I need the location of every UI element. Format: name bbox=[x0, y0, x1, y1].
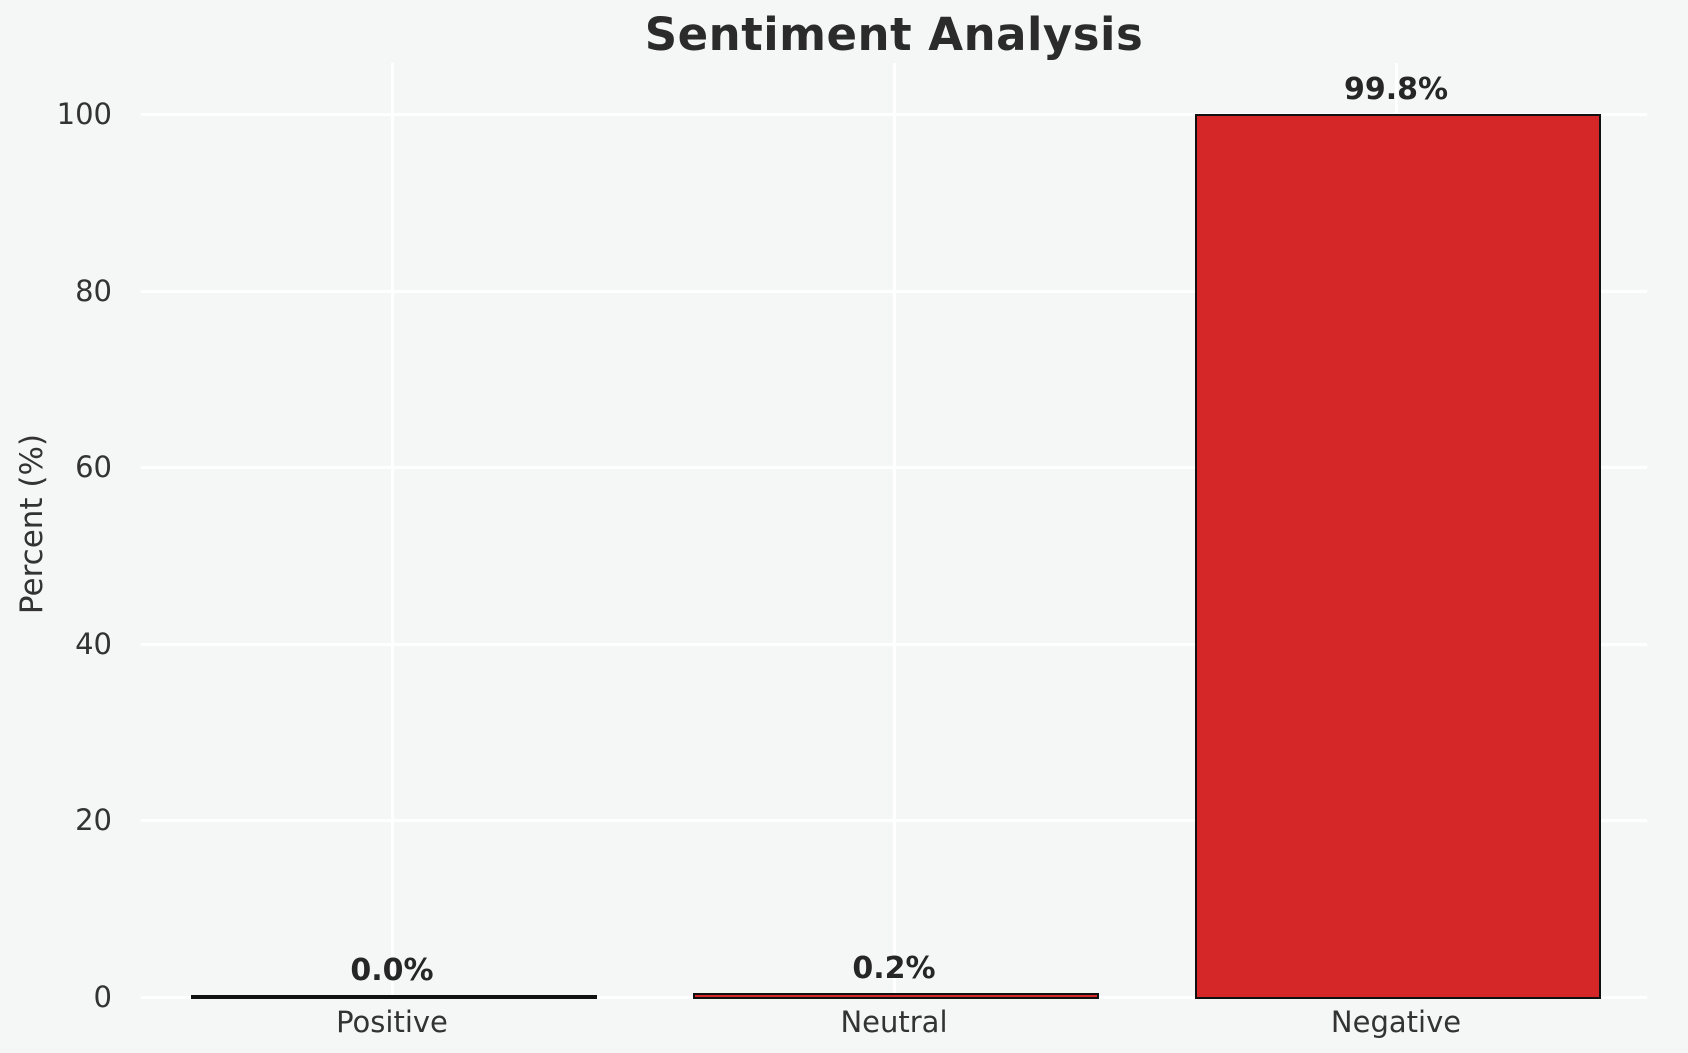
x-tick-label-positive: Positive bbox=[336, 1005, 448, 1039]
y-tick-label: 60 bbox=[75, 450, 112, 484]
bar-negative bbox=[1195, 114, 1601, 999]
y-tick-label: 0 bbox=[93, 980, 112, 1014]
chart-title: Sentiment Analysis bbox=[644, 8, 1144, 61]
bar-value-label: 0.0% bbox=[350, 953, 434, 988]
y-tick-label: 80 bbox=[75, 274, 112, 308]
y-tick-label: 20 bbox=[75, 803, 112, 837]
gridline-vertical bbox=[391, 63, 394, 997]
x-tick-label-negative: Negative bbox=[1330, 1005, 1462, 1039]
y-tick-label: 40 bbox=[75, 627, 112, 661]
bar-value-label: 99.8% bbox=[1343, 72, 1449, 107]
bar-neutral bbox=[693, 993, 1099, 999]
bar-positive bbox=[191, 995, 597, 999]
y-tick-label: 100 bbox=[56, 97, 112, 131]
bar-value-label: 0.2% bbox=[852, 951, 936, 986]
x-tick-label-neutral: Neutral bbox=[840, 1005, 948, 1039]
gridline-vertical bbox=[893, 63, 896, 997]
